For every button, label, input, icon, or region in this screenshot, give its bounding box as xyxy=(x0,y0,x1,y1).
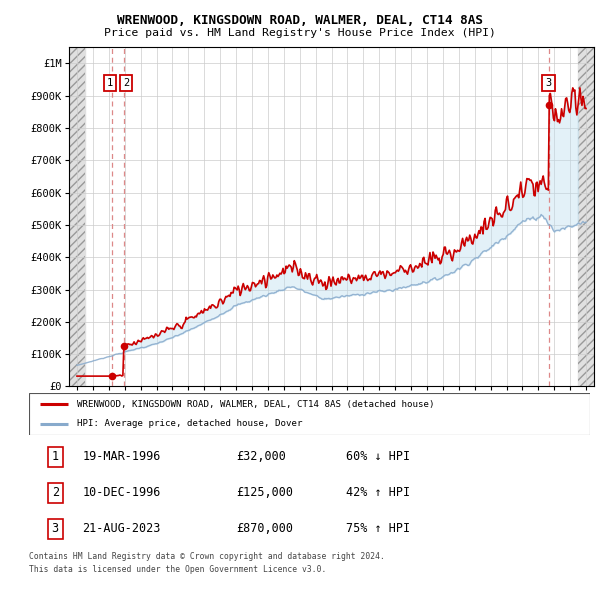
Text: £125,000: £125,000 xyxy=(236,486,293,500)
Text: 3: 3 xyxy=(52,523,59,536)
Text: 2: 2 xyxy=(123,78,129,88)
Bar xyxy=(578,47,594,386)
Text: Contains HM Land Registry data © Crown copyright and database right 2024.: Contains HM Land Registry data © Crown c… xyxy=(29,552,385,561)
Text: 75% ↑ HPI: 75% ↑ HPI xyxy=(346,523,410,536)
Text: WRENWOOD, KINGSDOWN ROAD, WALMER, DEAL, CT14 8AS (detached house): WRENWOOD, KINGSDOWN ROAD, WALMER, DEAL, … xyxy=(77,400,434,409)
Text: HPI: Average price, detached house, Dover: HPI: Average price, detached house, Dove… xyxy=(77,419,302,428)
Text: 2: 2 xyxy=(52,486,59,500)
Text: £870,000: £870,000 xyxy=(236,523,293,536)
Text: This data is licensed under the Open Government Licence v3.0.: This data is licensed under the Open Gov… xyxy=(29,565,326,574)
Text: 19-MAR-1996: 19-MAR-1996 xyxy=(82,450,161,463)
Text: 21-AUG-2023: 21-AUG-2023 xyxy=(82,523,161,536)
FancyBboxPatch shape xyxy=(29,393,590,435)
Text: Price paid vs. HM Land Registry's House Price Index (HPI): Price paid vs. HM Land Registry's House … xyxy=(104,28,496,38)
Text: WRENWOOD, KINGSDOWN ROAD, WALMER, DEAL, CT14 8AS: WRENWOOD, KINGSDOWN ROAD, WALMER, DEAL, … xyxy=(117,14,483,27)
Text: 1: 1 xyxy=(107,78,113,88)
Text: 1: 1 xyxy=(52,450,59,463)
Text: 42% ↑ HPI: 42% ↑ HPI xyxy=(346,486,410,500)
Bar xyxy=(69,47,85,386)
Text: 3: 3 xyxy=(545,78,551,88)
Text: 10-DEC-1996: 10-DEC-1996 xyxy=(82,486,161,500)
Bar xyxy=(69,47,85,386)
Text: £32,000: £32,000 xyxy=(236,450,286,463)
Text: 60% ↓ HPI: 60% ↓ HPI xyxy=(346,450,410,463)
Bar xyxy=(578,47,594,386)
